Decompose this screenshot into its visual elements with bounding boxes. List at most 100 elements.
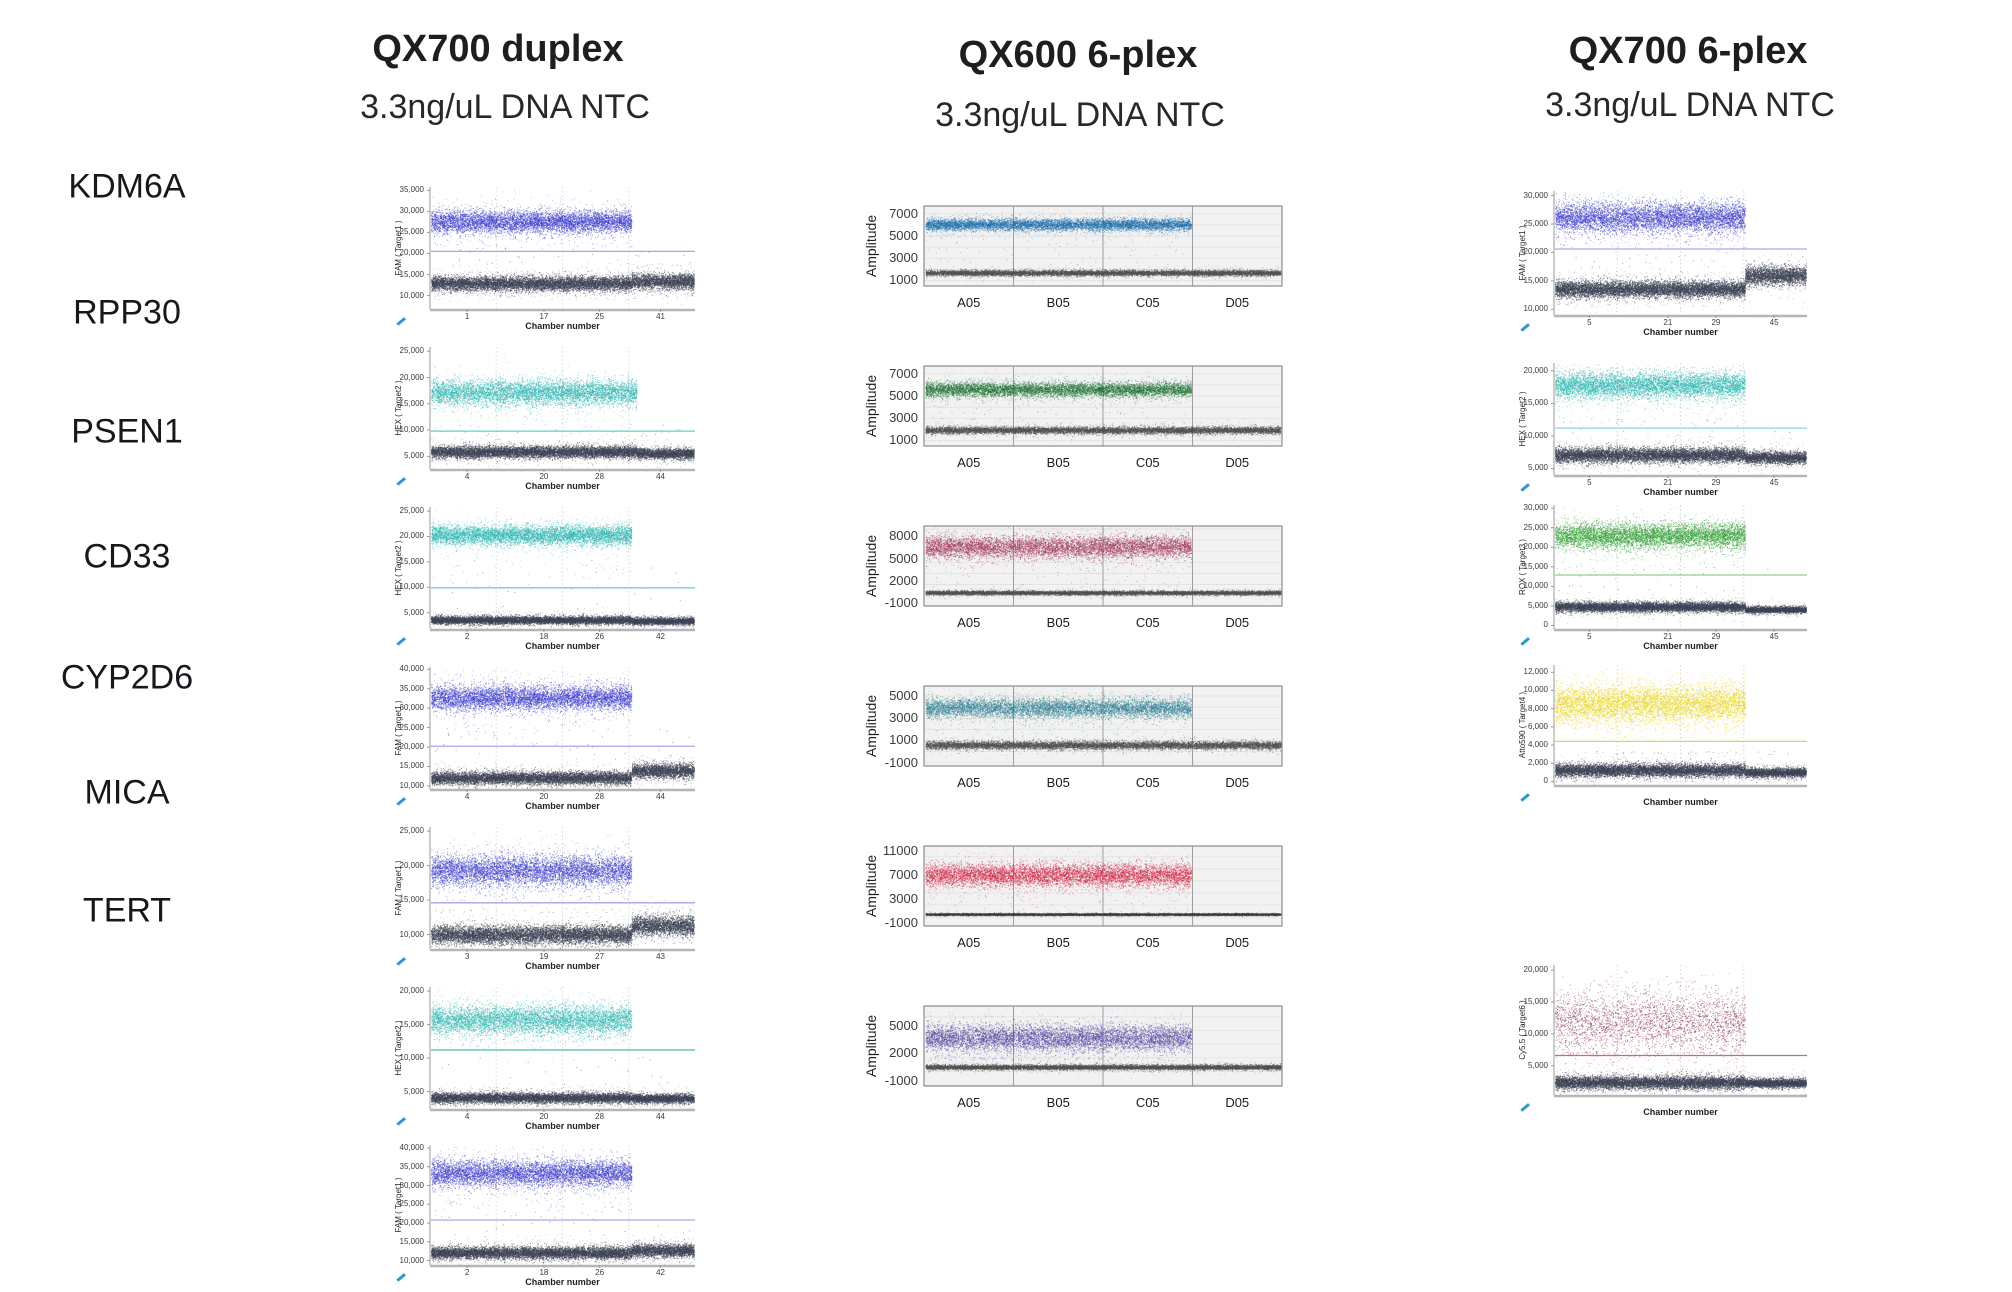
scatter-canvas-psen1 [862,510,1290,648]
y-tick-label: 10,000 [399,780,424,790]
x-axis-label-chamber-number: Chamber number [525,321,600,331]
plot-qx700-6-plex-psen1: 0 5,000 10,000 15,000 20,000 25,000 30,000 5 21 2… [1516,500,1814,654]
y-tick-label: 5000 [889,388,918,403]
x-tick-label: 45 [1769,318,1779,327]
plot-qx700-duplex-cyp2d6: 10,000 15,000 20,000 25,000 3 19 27 43 Chamber n… [392,822,702,974]
x-tick-label: 26 [595,1268,605,1277]
y-tick-label: 10,000 [399,1255,424,1265]
well-label-c05: C05 [1135,1095,1160,1110]
x-tick-label: 4 [464,472,470,481]
gene-label-cyp2d6: CYP2D6 [60,658,194,697]
x-tick-label: 42 [656,1268,665,1277]
x-tick-label: 29 [1711,632,1721,641]
y-tick-label: 20,000 [1523,247,1548,257]
x-tick-label: 21 [1663,318,1673,327]
y-tick-label: 10,000 [399,425,424,435]
y-tick-label: 10,000 [1523,581,1548,591]
y-tick-label: 30,000 [1523,190,1548,200]
y-tick-label: 20,000 [1523,542,1548,552]
well-label-b05: B05 [1046,455,1070,470]
x-tick-label: 19 [539,952,549,961]
y-tick-label: 11000 [882,842,918,858]
scatter-canvas-mica [1516,960,1814,1120]
y-tick-label: 10,000 [399,929,424,939]
well-label-b05: B05 [1046,1095,1070,1110]
x-tick-label: 21 [1663,632,1673,641]
y-tick-label: 8000 [889,528,918,544]
y-tick-label: 2000 [889,1045,918,1061]
plot-qx600-6-plex-mica: -1000 2000 5000 A05 B05 C05 D05 Amplitude [862,990,1290,1128]
y-tick-label: 5000 [889,688,918,703]
y-axis-label-cyp2d6: FAM ( Target1 ) [394,860,403,916]
y-tick-label: 5,000 [403,607,424,617]
y-tick-label: 40,000 [399,664,424,674]
y-tick-label: 30,000 [399,703,424,713]
plot-qx700-duplex-rpp30: 5,000 10,000 15,000 20,000 25,000 4 20 28 44 Cham… [392,342,702,494]
y-tick-label: -1000 [884,595,918,611]
scatter-canvas-mica [392,982,702,1134]
x-tick-label: 20 [539,1112,549,1121]
y-tick-label: 15,000 [399,761,424,771]
scatter-canvas-kdm6a [862,190,1290,328]
y-tick-label: 1000 [889,732,918,748]
scatter-canvas-rpp30 [1516,358,1814,500]
scatter-canvas-cd33 [392,662,702,814]
gene-label-rpp30: RPP30 [73,293,181,332]
y-axis-label-amplitude: Amplitude [863,854,879,918]
y-tick-label: 15,000 [399,895,424,905]
x-axis-label-chamber-number: Chamber number [1643,487,1718,497]
y-tick-label: 7000 [889,205,918,221]
well-label-a05: A05 [957,1095,981,1110]
x-tick-label: 44 [656,1112,665,1121]
column-title-qx700-6plex: QX700 6-plex [1568,30,1808,72]
y-tick-label: 10,000 [1523,430,1548,440]
y-tick-label: 12,000 [1523,667,1548,677]
plot-qx700-duplex-mica: 5,000 10,000 15,000 20,000 4 20 28 44 Chamber nu… [392,982,702,1134]
plot-qx700-6-plex-kdm6a: 10,000 15,000 20,000 25,000 30,000 5 21 29 45 Cha… [1516,186,1814,340]
scatter-canvas-rpp30 [392,342,702,494]
y-tick-label: 3000 [889,250,918,266]
y-tick-label: 20,000 [1523,365,1548,375]
y-tick-label: 7000 [889,866,918,882]
y-tick-label: 3000 [889,710,918,726]
y-tick-label: 15,000 [399,556,424,566]
y-axis-label-tert: FAM ( Target1 ) [394,1177,403,1233]
scatter-canvas-psen1 [1516,500,1814,654]
y-tick-label: 5,000 [403,1086,424,1096]
well-label-a05: A05 [957,295,981,310]
x-tick-label: 4 [464,792,470,801]
scatter-canvas-cd33 [862,670,1290,808]
x-tick-label: 18 [539,1268,549,1277]
well-label-c05: C05 [1135,455,1160,470]
y-tick-label: 25,000 [399,722,424,732]
y-tick-label: 10,000 [399,582,424,592]
x-tick-label: 3 [464,952,470,961]
y-tick-label: 10,000 [1523,1028,1548,1038]
y-tick-label: 10,000 [1523,685,1548,695]
x-axis-label-chamber-number: Chamber number [525,1277,600,1287]
y-axis-label-amplitude: Amplitude [863,694,879,758]
x-tick-label: 5 [1587,478,1592,487]
well-label-b05: B05 [1046,295,1070,310]
x-tick-label: 29 [1711,318,1721,327]
y-tick-label: 20,000 [399,531,424,541]
x-tick-label: 45 [1769,478,1779,487]
y-axis-label-mica: HEX ( Target2 ) [394,1020,403,1076]
x-tick-label: 29 [1711,478,1721,487]
x-tick-label: 28 [595,1112,605,1121]
y-axis-label-amplitude: Amplitude [863,374,879,438]
y-tick-label: 30,000 [399,206,424,216]
well-label-a05: A05 [957,775,981,790]
well-label-c05: C05 [1135,935,1160,950]
y-tick-label: 15,000 [399,1236,424,1246]
x-axis-label-chamber-number: Chamber number [525,481,600,491]
scatter-canvas-psen1 [392,502,702,654]
y-axis-label-amplitude: Amplitude [863,534,879,598]
y-tick-label: 10,000 [1523,304,1548,314]
y-tick-label: 35,000 [399,1161,424,1171]
well-label-d05: D05 [1225,615,1250,630]
x-tick-label: 28 [595,472,605,481]
y-tick-label: 25,000 [399,506,424,516]
y-axis-label-psen1: HEX ( Target2 ) [394,540,403,596]
